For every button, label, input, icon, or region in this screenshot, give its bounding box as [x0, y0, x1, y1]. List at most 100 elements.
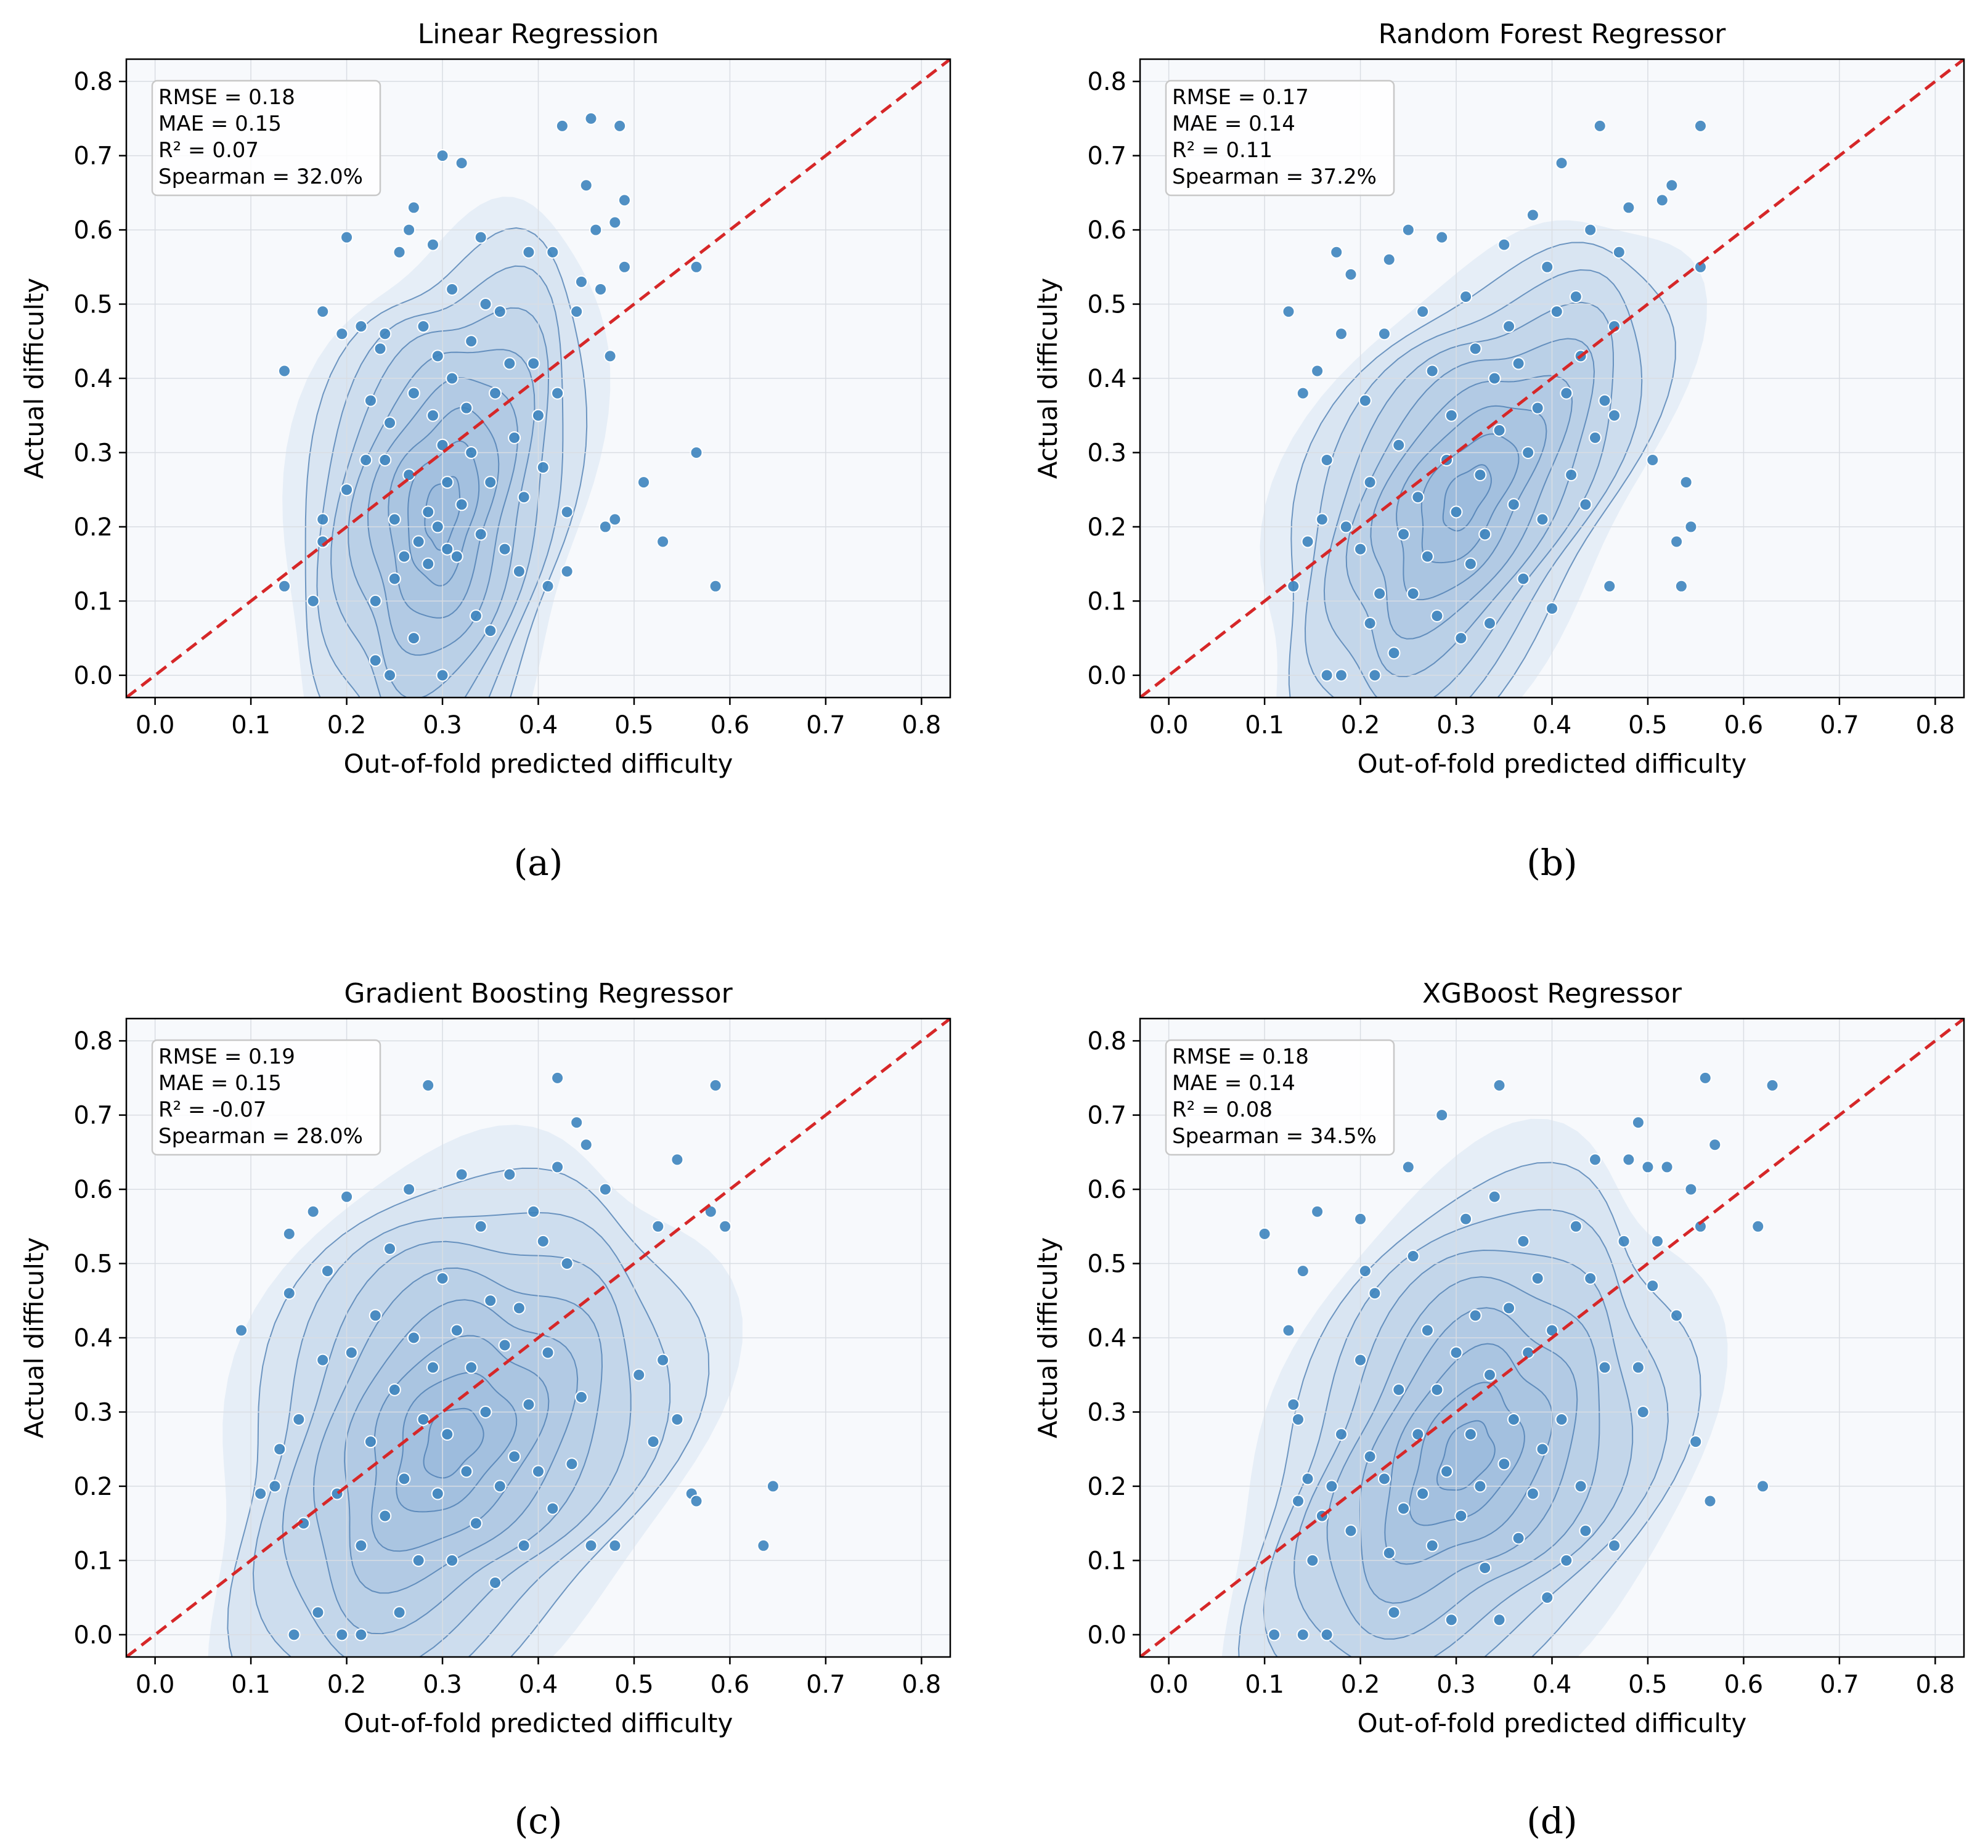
scatter-point: [1631, 1116, 1645, 1130]
chart-panel-1: 0.0 0.1 0.2 0.3 0.4 0.5 0.6 0.7 0.8 0.0 0.1 0.2 0.3 0…: [1033, 18, 1965, 884]
scatter-point: [1546, 601, 1558, 615]
scatter-point: [1464, 557, 1477, 571]
scatter-point: [1483, 1368, 1496, 1382]
x-tick-label: 0.6: [711, 1671, 750, 1699]
scatter-point: [354, 1539, 368, 1552]
x-tick-label: 0.3: [423, 1671, 462, 1699]
y-tick-label: 0.3: [73, 439, 113, 467]
scatter-point: [1296, 1628, 1310, 1642]
x-tick-label: 0.3: [1436, 711, 1476, 739]
scatter-point: [417, 1413, 430, 1427]
scatter-point: [1258, 1227, 1271, 1240]
scatter-points: [1258, 1071, 1779, 1642]
scatter-point: [469, 609, 483, 622]
stat-line: R² = 0.08: [1172, 1097, 1273, 1122]
scatter-point: [574, 275, 588, 288]
scatter-point: [637, 476, 651, 489]
scatter-point: [1449, 505, 1463, 519]
scatter-point: [426, 1361, 439, 1374]
scatter-point: [1483, 617, 1496, 630]
scatter-point: [431, 1487, 444, 1500]
scatter-point: [1579, 498, 1592, 511]
scatter-point: [1306, 1553, 1319, 1567]
scatter-point: [493, 305, 507, 319]
scatter-point: [1517, 572, 1530, 585]
density-contours: [1260, 220, 1707, 698]
scatter-point: [446, 372, 459, 385]
scatter-point: [1292, 1494, 1305, 1508]
scatter-point: [1522, 446, 1535, 459]
scatter-point: [1493, 1613, 1506, 1627]
scatter-point: [1430, 609, 1444, 622]
scatter-point: [474, 230, 487, 244]
scatter-point: [1598, 1361, 1611, 1374]
scatter-point: [1301, 1472, 1314, 1486]
scatter-point: [570, 305, 584, 319]
reference-line: [1140, 59, 1964, 698]
scatter-point: [455, 498, 468, 511]
scatter-point: [1473, 1480, 1487, 1493]
x-axis-label: Out-of-fold predicted difficulty: [344, 1708, 733, 1738]
scatter-point: [402, 1182, 416, 1196]
scatter-point: [1684, 520, 1698, 534]
scatter-point: [235, 1324, 248, 1337]
x-tick-label: 0.0: [136, 711, 175, 739]
y-tick-label: 0.4: [1087, 1324, 1126, 1353]
scatter-point: [393, 1606, 406, 1619]
chart-title: Linear Regression: [418, 18, 659, 50]
scatter-point: [1766, 1078, 1779, 1092]
x-tick-label: 0.5: [614, 711, 654, 739]
scatter-point: [344, 1346, 358, 1359]
y-tick-label: 0.0: [1087, 662, 1126, 690]
y-tick-label: 0.2: [1087, 1473, 1126, 1501]
y-tick-label: 0.0: [73, 662, 113, 690]
scatter-point: [560, 1257, 574, 1271]
density-contour: [1384, 1343, 1554, 1565]
scatter-point: [1574, 1480, 1587, 1493]
x-tick-label: 0.8: [1916, 1671, 1955, 1699]
scatter-point: [1454, 1509, 1468, 1523]
x-tick-label: 0.5: [614, 1671, 654, 1699]
x-tick-label: 0.0: [136, 1671, 175, 1699]
scatter-point: [1622, 201, 1636, 214]
stat-line: MAE = 0.14: [1172, 112, 1295, 136]
scatter-point: [1579, 1524, 1592, 1537]
scatter-point: [489, 386, 502, 400]
scatter-point: [393, 245, 406, 259]
scatter-point: [1636, 1405, 1650, 1419]
scatter-point: [1507, 498, 1520, 511]
scatter-point: [656, 535, 670, 548]
scatter-point: [560, 505, 574, 519]
scatter-point: [1339, 520, 1353, 534]
stat-line: RMSE = 0.18: [158, 85, 295, 110]
scatter-point: [1478, 1561, 1492, 1574]
scatter-point: [340, 230, 354, 244]
scatter-point: [617, 260, 631, 274]
x-tick-label: 0.5: [1628, 711, 1668, 739]
scatter-point: [369, 654, 382, 667]
scatter-point: [320, 1264, 334, 1278]
y-tick-label: 0.8: [73, 68, 113, 96]
scatter-point: [489, 1576, 502, 1590]
scatter-point: [608, 1539, 622, 1552]
scatter-point: [1325, 1480, 1338, 1493]
scatter-point: [690, 260, 703, 274]
scatter-point: [422, 1078, 435, 1092]
scatter-point: [1459, 290, 1473, 303]
scatter-point: [1555, 157, 1568, 170]
density-contour: [1221, 1118, 1728, 1657]
scatter-point: [474, 1219, 487, 1233]
scatter-point: [402, 223, 416, 237]
scatter-point: [1655, 193, 1669, 207]
scatter-point: [1536, 1443, 1549, 1456]
reference-line: [1140, 1019, 1964, 1657]
y-tick-label: 0.7: [1087, 142, 1126, 171]
scatter-point: [1363, 476, 1377, 489]
x-tick-label: 0.1: [1245, 711, 1284, 739]
scatter-point: [1588, 431, 1602, 444]
scatter-point: [532, 1465, 545, 1478]
y-tick-label: 0.7: [73, 142, 113, 171]
scatter-point: [589, 223, 603, 237]
y-tick-label: 0.2: [1087, 513, 1126, 542]
y-tick-label: 0.5: [1087, 1250, 1126, 1279]
